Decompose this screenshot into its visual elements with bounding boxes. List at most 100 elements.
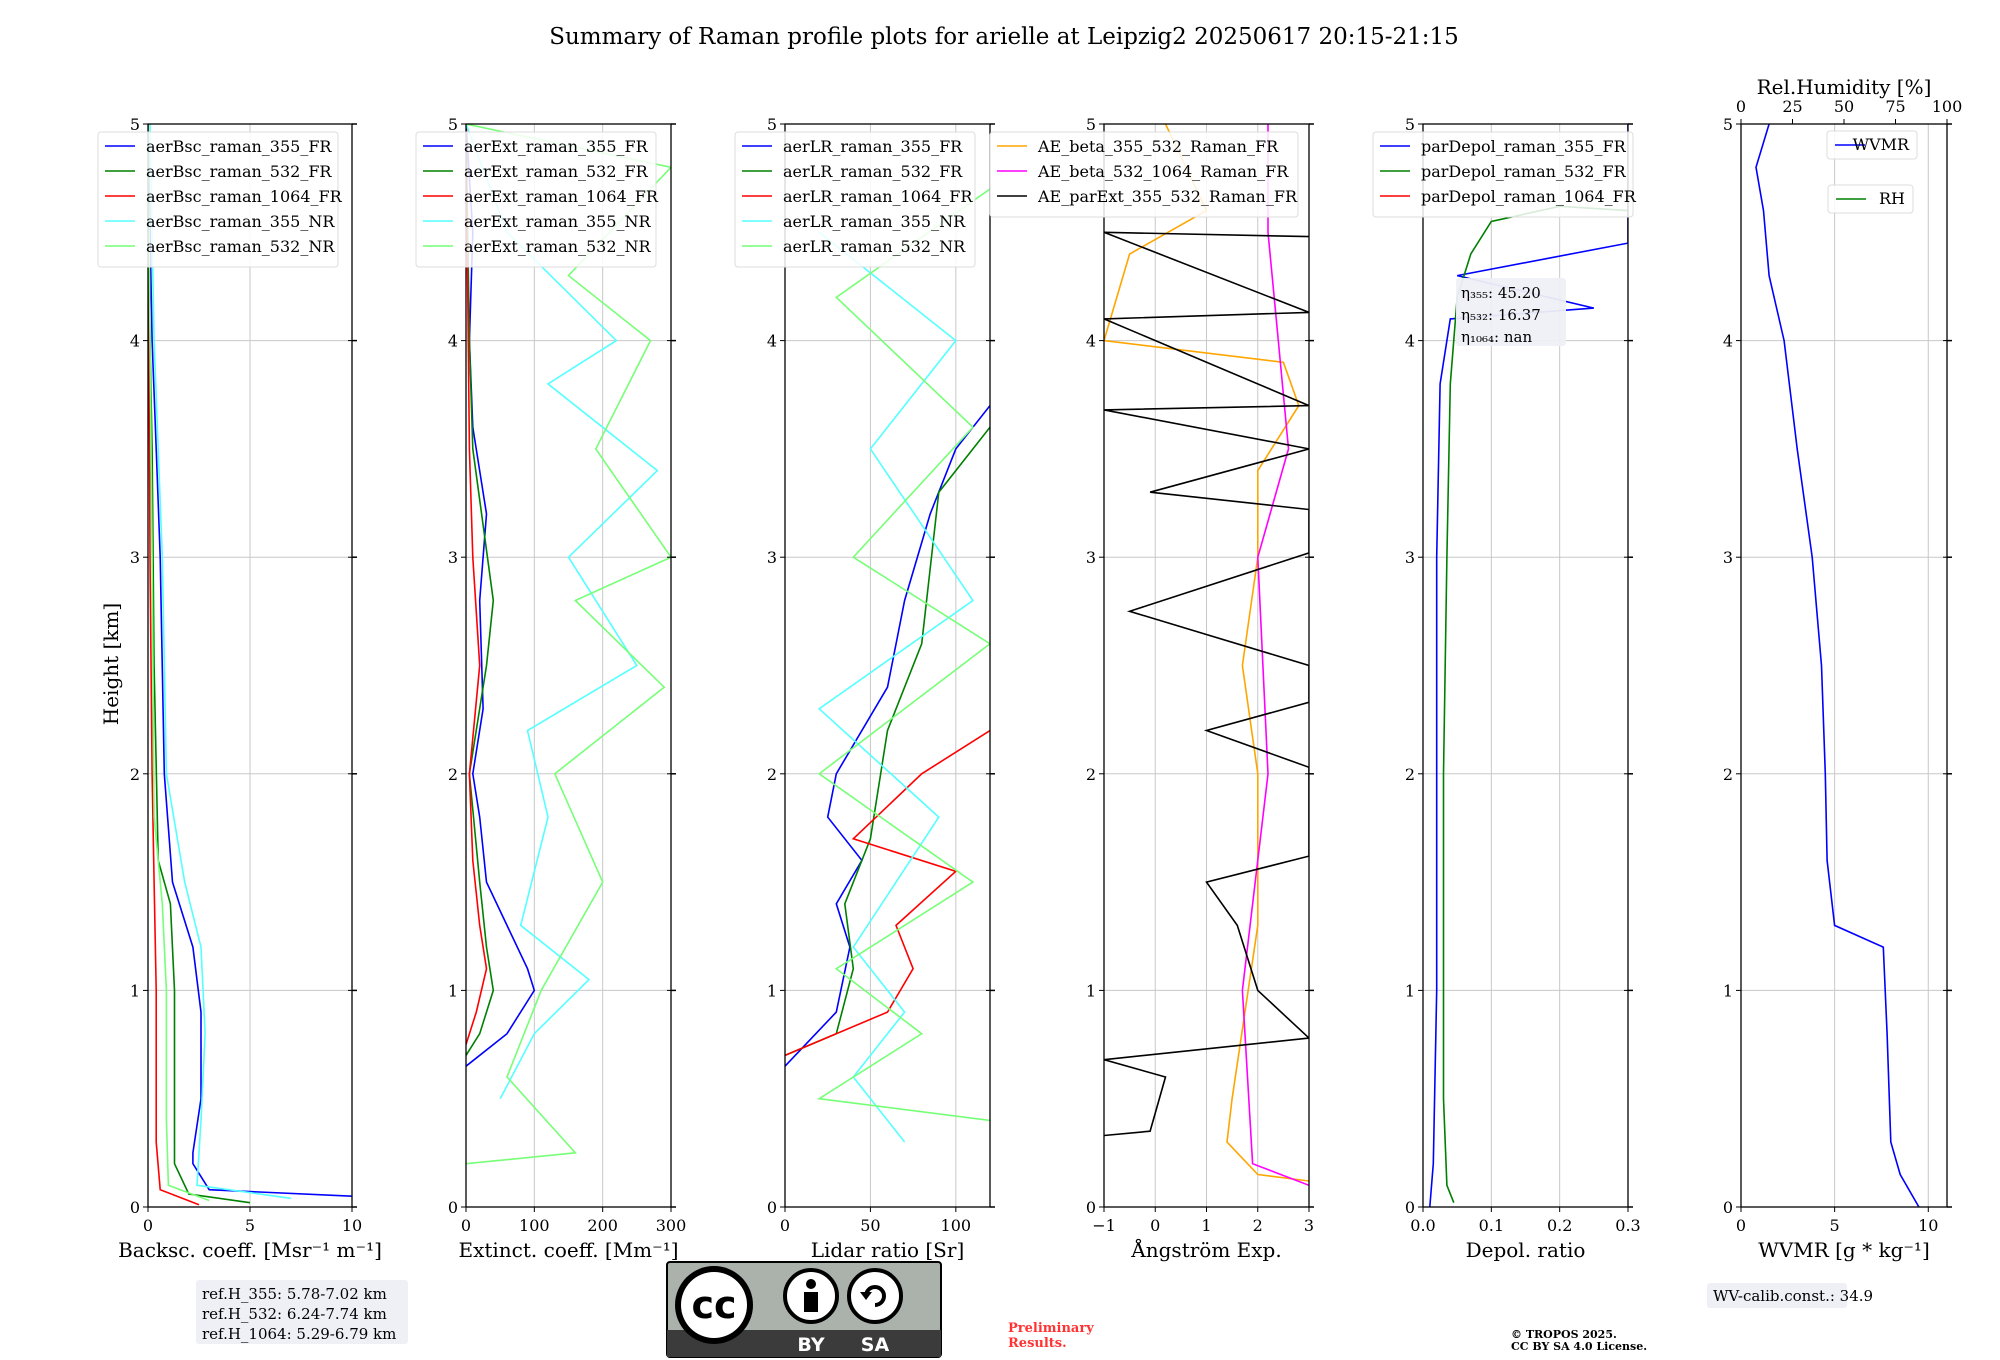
x-tick-label: 300 — [656, 1216, 687, 1235]
legend-label: aerExt_raman_532_NR — [464, 237, 652, 256]
x-tick-label: 5 — [1830, 1216, 1840, 1235]
y-tick-label: 2 — [1086, 765, 1096, 784]
plot-frame — [1422, 123, 1629, 1208]
x-tick-label: 3 — [1304, 1216, 1314, 1235]
y-tick-label: 3 — [1086, 548, 1096, 567]
series-line-parDepol_raman_355_FR — [1429, 124, 1628, 1207]
series-line-aerBsc_raman_1064_FR — [148, 124, 200, 1206]
license-line: CC BY SA 4.0 License. — [1511, 1340, 1647, 1353]
legend: aerExt_raman_355_FR aerExt_raman_532_FRae… — [415, 131, 659, 268]
legend: aerLR_raman_355_FR aerLR_raman_532_FR aerL… — [734, 131, 976, 268]
y-tick-label: 5 — [448, 115, 458, 134]
y-tick-label: 0 — [448, 1198, 458, 1217]
legend-label: aerBsc_raman_1064_FR — [146, 187, 343, 206]
legend-label: AE_parExt_355_532_Raman_FR — [1037, 187, 1298, 206]
y-tick-label: 3 — [448, 548, 458, 567]
legend-frame — [1372, 131, 1634, 218]
y-tick-label: 5 — [130, 115, 140, 134]
series-line-aerLR_raman_355_FR — [785, 405, 990, 1067]
x-axis-label: Extinct. coeff. [Mm⁻¹] — [458, 1238, 678, 1262]
eta-annotation: η₅₃₂: 16.37 — [1461, 306, 1541, 324]
y-tick-label: 0 — [1405, 1198, 1415, 1217]
series-group — [1755, 124, 1920, 1207]
plot-frame — [784, 123, 991, 1208]
y-tick-label: 1 — [1723, 981, 1733, 1000]
legend: aerBsc_raman_355_FR aerBsc_raman_532_FRae… — [97, 131, 343, 268]
legend-label: parDepol_raman_355_FR — [1421, 137, 1627, 156]
results-label: Results. — [1008, 1336, 1067, 1351]
wv-calib-const: WV-calib.const.: 34.9 — [1713, 1287, 1873, 1305]
legend-label: parDepol_raman_1064_FR — [1421, 187, 1637, 206]
x-tick-label: 200 — [587, 1216, 618, 1235]
x-tick-label: 0.2 — [1547, 1216, 1572, 1235]
legend-frame — [734, 131, 976, 268]
legend: RH — [1827, 184, 1914, 214]
x-axis-label: Ångström Exp. — [1130, 1237, 1281, 1262]
sa-label: SA — [861, 1334, 890, 1356]
y-tick-label: 4 — [1723, 332, 1733, 351]
top-x-tick-label: 50 — [1834, 97, 1854, 116]
y-tick-label: 4 — [130, 332, 140, 351]
x-tick-label: 5 — [245, 1216, 255, 1235]
legend-frame — [989, 131, 1299, 218]
panel-5: 0 1 2 3 4 5 0.0 0.1 0.2 0.3 Depol. ratio parDepol_r… — [1372, 115, 1641, 1262]
legend-frame — [97, 131, 339, 268]
legend: AE_beta_355_532_Raman_FR AE_beta_532_1064… — [989, 131, 1299, 218]
series-line-aerLR_raman_355_NR — [817, 231, 975, 1143]
gridlines — [465, 123, 672, 1208]
y-tick-label: 4 — [1086, 332, 1096, 351]
legend-label: aerBsc_raman_532_FR — [146, 162, 332, 181]
plot-frame — [465, 123, 672, 1208]
y-tick-label: 1 — [448, 981, 458, 1000]
legend-label: aerBsc_raman_532_NR — [146, 237, 335, 256]
series-line-aerExt_raman_1064_FR — [466, 124, 488, 1045]
top-x-tick-label: 100 — [1932, 97, 1963, 116]
y-tick-label: 2 — [1723, 765, 1733, 784]
y-tick-label: 3 — [130, 548, 140, 567]
x-tick-label: 0 — [1150, 1216, 1160, 1235]
y-tick-label: 5 — [767, 115, 777, 134]
y-tick-label: 2 — [1405, 765, 1415, 784]
x-tick-label: 2 — [1253, 1216, 1263, 1235]
legend-label: RH — [1879, 189, 1905, 208]
top-x-tick-label: 75 — [1885, 97, 1905, 116]
series-line-aerLR_raman_532_NR — [816, 188, 990, 1122]
ref-height-532: ref.H_532: 6.24-7.74 km — [202, 1305, 387, 1323]
series-line-WVMR — [1755, 124, 1920, 1207]
legend-label: aerExt_raman_532_FR — [464, 162, 649, 181]
wv-calibration-box: WV-calib.const.: 34.9 — [1707, 1283, 1873, 1308]
depol-annotation-box: η₃₅₅: 45.20 η₅₃₂: 16.37 η₁₀₆₄: nan — [1456, 278, 1566, 346]
x-tick-label: −1 — [1092, 1216, 1116, 1235]
x-tick-label: 100 — [941, 1216, 972, 1235]
gridlines — [1103, 123, 1310, 1208]
series-group — [466, 124, 671, 1165]
legend-label: aerBsc_raman_355_FR — [146, 137, 332, 156]
x-tick-label: 0 — [1736, 1216, 1746, 1235]
x-tick-label: 0 — [143, 1216, 153, 1235]
legend-label: aerLR_raman_355_NR — [783, 212, 966, 231]
series-line-aerBsc_raman_355_NR — [149, 124, 291, 1200]
x-axis-label: Lidar ratio [Sr] — [811, 1238, 965, 1262]
share-alike-icon — [847, 1268, 903, 1324]
y-tick-label: 2 — [448, 765, 458, 784]
legend-label: aerExt_raman_355_FR — [464, 137, 649, 156]
eta-annotation: η₁₀₆₄: nan — [1461, 328, 1532, 346]
series-line-aerExt_raman_532_NR — [466, 124, 671, 1165]
x-axis-label: Depol. ratio — [1466, 1238, 1586, 1262]
x-tick-label: 50 — [860, 1216, 880, 1235]
cc-license-badge: cc BY SA — [666, 1261, 942, 1358]
y-tick-label: 5 — [1723, 115, 1733, 134]
reference-heights-box: ref.H_355: 5.78-7.02 km ref.H_532: 6.24-… — [196, 1280, 408, 1344]
gridlines — [147, 123, 353, 1208]
y-tick-label: 3 — [1723, 548, 1733, 567]
legend-label: aerExt_raman_355_NR — [464, 212, 652, 231]
legend-label: aerLR_raman_355_FR — [783, 137, 963, 156]
legend-label: aerLR_raman_532_FR — [783, 162, 963, 181]
series-line-aerBsc_raman_532_FR — [148, 124, 251, 1204]
top-x-tick-label: 0 — [1736, 97, 1746, 116]
